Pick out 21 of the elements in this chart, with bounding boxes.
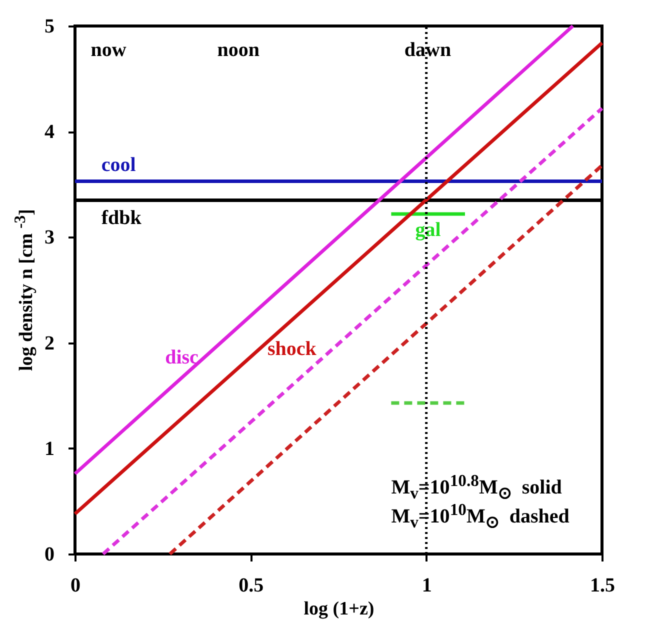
- x-tick-label: 0: [70, 574, 80, 596]
- y-tick-label: 3: [44, 226, 54, 249]
- x-tick-label: 1: [422, 574, 432, 596]
- series-label: cool: [101, 154, 136, 176]
- x-axis-title: log (1+z): [304, 598, 374, 620]
- annotation: M$_{v}$=10$^{10.8}$M$_{⊙}$ solid: [391, 470, 562, 502]
- y-tick-label: 1: [44, 438, 54, 460]
- series-label: fdbk: [101, 207, 142, 230]
- x-tick-label: 1.5: [590, 574, 615, 596]
- y-tick-label: 2: [44, 332, 54, 354]
- x-tick-label: 0.5: [238, 574, 264, 596]
- annotation: dawn: [404, 39, 452, 62]
- annotation: M$_{v}$=10$^{10}$M$_{⊙}$ dashed: [391, 500, 570, 532]
- y-tick-label: 5: [44, 16, 54, 38]
- series-label: gal: [415, 218, 442, 241]
- annotation: noon: [217, 39, 260, 62]
- series-label: disc: [165, 346, 199, 368]
- series-label: shock: [267, 338, 318, 360]
- annotation: now: [90, 39, 126, 62]
- y-tick-label: 4: [44, 121, 54, 144]
- y-tick-label: 0: [44, 544, 54, 566]
